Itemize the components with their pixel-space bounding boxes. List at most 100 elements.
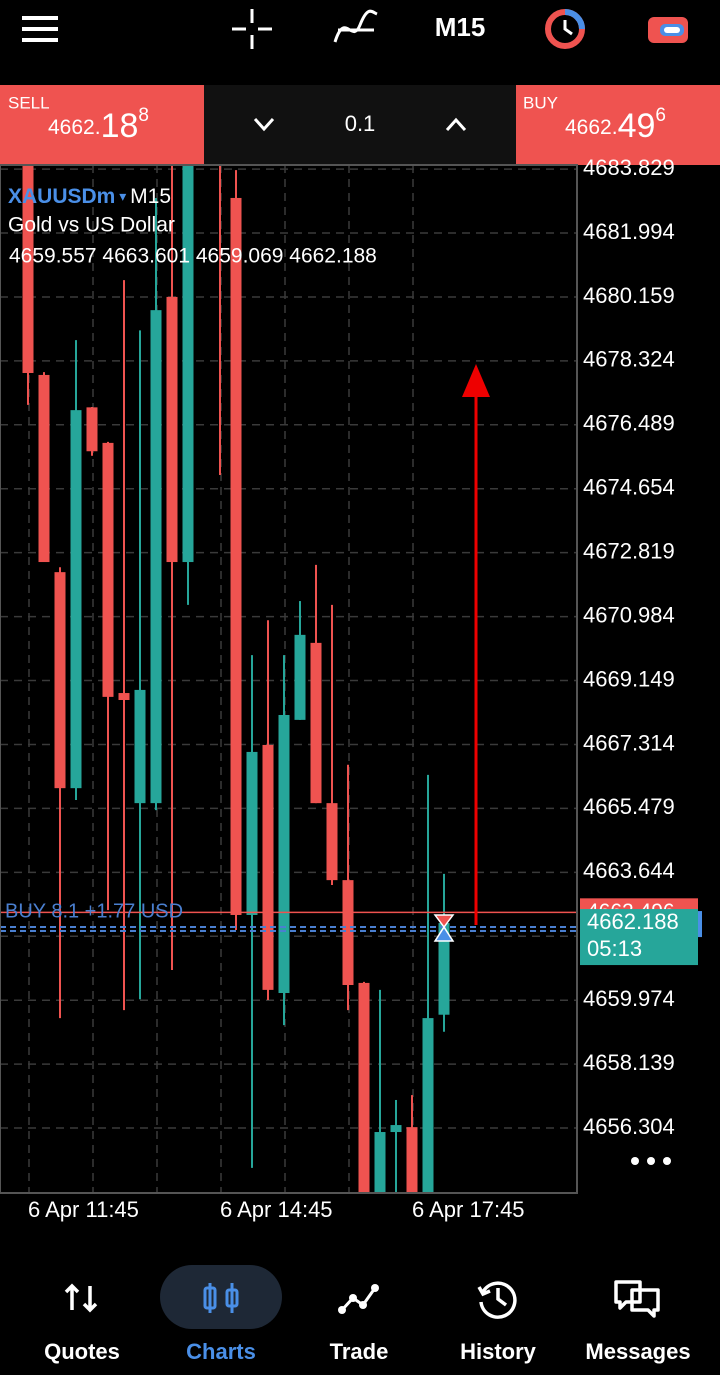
nav-icon-part [359, 1301, 367, 1309]
nav-icon-part [338, 1306, 346, 1314]
y-tick-label: 4672.819 [583, 538, 675, 563]
x-tick-label: 6 Apr 11:45 [28, 1197, 139, 1222]
crosshair-button[interactable] [232, 9, 272, 49]
candle-body [54, 572, 66, 789]
sell-price-head: 4662. [48, 116, 101, 139]
nav-icon-part [371, 1284, 379, 1292]
candle-body [406, 1127, 418, 1193]
nav-icon-part [479, 1281, 517, 1319]
nav-icon-part [614, 1280, 660, 1318]
nav-icon-part [477, 1286, 508, 1307]
nav-icon-part [64, 1283, 98, 1313]
nav-tab[interactable]: Trade [330, 1284, 389, 1364]
candle-body [358, 982, 370, 1193]
y-tick-label: 4674.654 [583, 475, 675, 500]
candle-body [38, 374, 50, 563]
menu-button[interactable] [22, 16, 58, 42]
candles [22, 165, 450, 1193]
buy-price-big: 49 [618, 107, 656, 145]
clock-button[interactable] [545, 9, 585, 49]
nav-label: History [460, 1339, 537, 1364]
indicators-button[interactable] [333, 9, 378, 43]
volume-panel [204, 85, 516, 165]
volume-decrease[interactable] [253, 117, 275, 132]
buy-label: BUY [523, 93, 558, 112]
deal-marker-buy [433, 925, 455, 942]
candle-body [342, 880, 354, 986]
arrow-head [462, 364, 490, 397]
candle-body [102, 442, 114, 697]
nav-tab[interactable]: Messages [585, 1280, 691, 1364]
bar-timer: 05:13 [587, 936, 642, 961]
nav-label: Messages [585, 1339, 690, 1364]
nav-label: Trade [330, 1339, 389, 1364]
y-tick-label: 4663.644 [583, 858, 675, 883]
candle-body [262, 744, 274, 990]
nav-icon-part [349, 1294, 357, 1302]
nav-tab[interactable]: Charts [186, 1283, 256, 1364]
position-label: BUY 8.1 +1.77 USD [5, 901, 183, 923]
y-tick-label: 4658.139 [583, 1050, 675, 1075]
candle-body [166, 296, 178, 563]
candle-body [118, 693, 130, 701]
buy-button[interactable] [516, 85, 720, 165]
x-tick-label: 6 Apr 14:45 [220, 1197, 333, 1222]
candle-body [310, 642, 322, 804]
position-marker [698, 911, 702, 938]
candle-body [422, 1018, 434, 1193]
candle-body [230, 197, 242, 915]
y-tick-label: 4680.159 [583, 283, 675, 308]
candle-body [294, 634, 306, 720]
y-tick-label: 4659.974 [583, 986, 675, 1011]
y-tick-label: 4665.479 [583, 794, 675, 819]
trade-button[interactable] [648, 17, 688, 43]
y-tick-label: 4656.304 [583, 1114, 675, 1139]
nav-icon-part [225, 1288, 239, 1308]
x-tick-label: 6 Apr 17:45 [412, 1197, 525, 1222]
bid-label-bg [580, 909, 698, 966]
y-tick-label: 4670.984 [583, 602, 675, 627]
timeframe-button[interactable]: M15 [435, 12, 486, 42]
candle-body [278, 714, 290, 994]
bottom-nav: Quotes Charts Trade History Messages [44, 1280, 691, 1364]
buy-price-sup: 6 [655, 105, 666, 126]
volume-value[interactable]: 0.1 [345, 111, 376, 136]
candle-body [150, 310, 162, 804]
sell-price: 4662.188 [48, 105, 149, 145]
volume-increase[interactable] [445, 117, 467, 132]
y-tick-label: 4669.149 [583, 666, 675, 691]
sell-price-sup: 8 [138, 105, 149, 126]
chart-header: XAUUSDm ▾ M15 [8, 185, 171, 208]
sell-label: SELL [8, 93, 50, 112]
deal-marker-sell [433, 914, 455, 929]
candle-body [86, 407, 98, 452]
y-tick-label: 4678.324 [583, 347, 675, 372]
y-tick-label: 4681.994 [583, 219, 675, 244]
symbol-description: Gold vs US Dollar [8, 214, 175, 237]
nav-tab[interactable]: Quotes [44, 1283, 120, 1364]
candle-body [374, 1132, 386, 1193]
nav-tab[interactable]: History [460, 1281, 537, 1364]
buy-price: 4662.496 [565, 105, 666, 145]
bid-label: 4662.188 [587, 909, 679, 934]
symbol: XAUUSDm [8, 185, 115, 208]
candle-body [438, 923, 450, 1015]
y-tick-label: 4676.489 [583, 411, 675, 436]
ohlc-values: 4659.557 4663.601 4659.069 4662.188 [9, 245, 377, 268]
candle-body [70, 410, 82, 789]
chart-timeframe: M15 [130, 185, 171, 208]
nav-icon-part [203, 1286, 217, 1310]
active-tab-pill [160, 1265, 282, 1329]
more-button[interactable] [631, 1157, 671, 1165]
candle-body [182, 165, 194, 563]
nav-icon-part [340, 1287, 377, 1312]
nav-label: Charts [186, 1339, 256, 1364]
candle-body [246, 751, 258, 915]
candle-body [134, 689, 146, 804]
candle-body [22, 165, 34, 373]
sell-button[interactable] [0, 85, 204, 165]
y-tick-label: 4667.314 [583, 730, 675, 755]
